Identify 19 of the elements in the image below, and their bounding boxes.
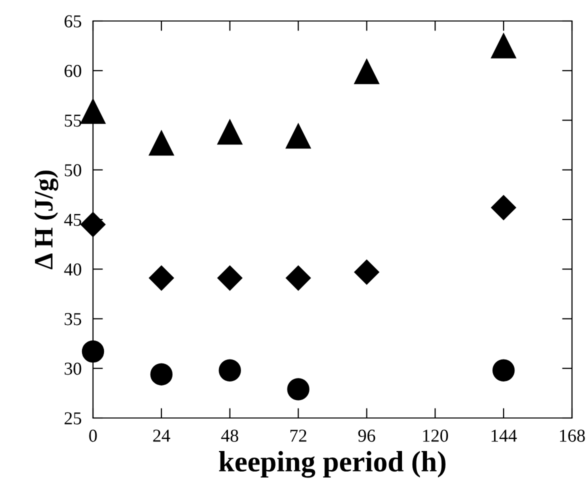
y-tick-label: 30 — [64, 362, 82, 375]
y-axis-title: Δ H (J/g) — [34, 170, 58, 270]
y-tick-label: 35 — [64, 313, 82, 326]
y-tick-label: 50 — [64, 164, 82, 176]
y-tick-label: 45 — [64, 214, 82, 226]
y-tick-label: 55 — [64, 114, 82, 127]
x-tick-label: 48 — [221, 430, 238, 442]
x-axis-title: keeping period (h) — [218, 451, 446, 478]
x-tick-label: 0 — [89, 430, 97, 442]
y-tick-label: 60 — [64, 64, 82, 78]
x-tick-label: 144 — [492, 430, 517, 442]
y-tick-label: 40 — [64, 263, 82, 276]
y-tick-label: 65 — [64, 15, 82, 28]
y-tick-label: 25 — [64, 412, 82, 424]
x-tick-label: 168 — [560, 430, 585, 442]
x-tick-label: 72 — [290, 430, 306, 442]
x-tick-label: 120 — [423, 430, 448, 442]
x-tick-label: 24 — [153, 430, 170, 442]
x-tick-label: 96 — [358, 430, 376, 442]
